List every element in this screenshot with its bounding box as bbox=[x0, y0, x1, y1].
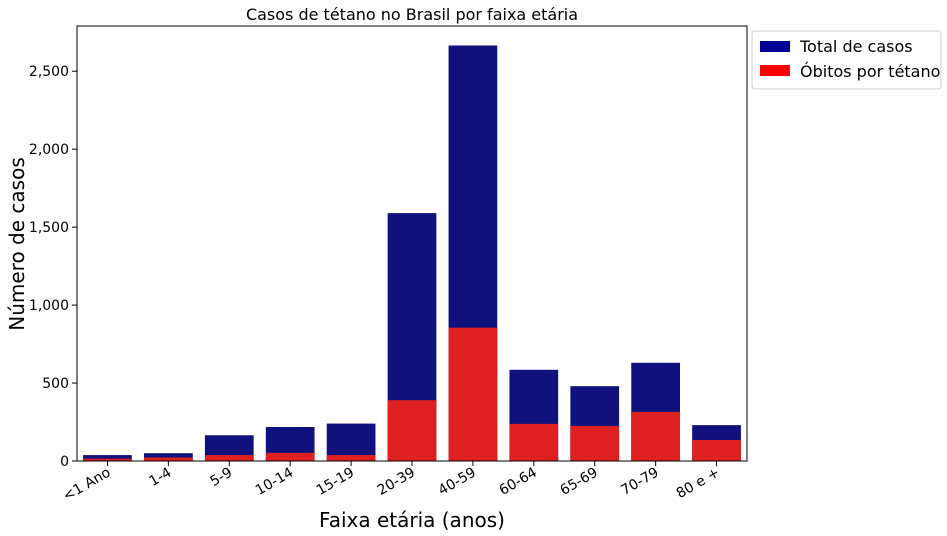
y-tick-label-0: 0 bbox=[60, 454, 69, 470]
bar-deaths-5 bbox=[387, 400, 437, 461]
x-tick-label-8: 65-69 bbox=[557, 465, 600, 499]
x-tick-label-5: 20-39 bbox=[375, 465, 418, 499]
chart-title: Casos de tétano no Brasil por faixa etár… bbox=[246, 5, 578, 24]
bar-deaths-10 bbox=[692, 439, 741, 461]
x-tick-label-10: 80 e + bbox=[674, 465, 723, 502]
y-tick-label-4: 2,000 bbox=[29, 142, 69, 158]
bar-deaths-7 bbox=[509, 423, 559, 461]
x-tick-label-6: 40-59 bbox=[436, 465, 479, 499]
x-tick-label-0: <1 Ano bbox=[60, 465, 113, 505]
bar-deaths-9 bbox=[631, 411, 680, 461]
x-tick-label-2: 5-9 bbox=[207, 465, 235, 490]
bar-deaths-6 bbox=[448, 327, 498, 461]
bar-deaths-1 bbox=[144, 457, 193, 461]
legend-label-total: Total de casos bbox=[799, 37, 913, 56]
x-axis: <1 Ano 1-4 5-9 10-14 15-19 20-39 40-59 60-64 65-… bbox=[60, 461, 723, 505]
plot-frame bbox=[76, 25, 748, 462]
x-tick-label-1: 1-4 bbox=[147, 465, 175, 490]
y-axis-title: Número de casos bbox=[5, 157, 29, 331]
bar-total-0 bbox=[83, 455, 132, 461]
x-axis-title: Faixa etária (anos) bbox=[319, 508, 505, 532]
x-tick-label-4: 15-19 bbox=[314, 465, 357, 499]
bar-deaths-8 bbox=[570, 425, 620, 461]
bar-deaths-4 bbox=[326, 455, 376, 461]
y-tick-label-2: 1,000 bbox=[29, 298, 69, 314]
legend: Total de casos Óbitos por tétano bbox=[751, 30, 942, 90]
y-tick-label-1: 500 bbox=[42, 376, 69, 392]
x-tick-label-3: 10-14 bbox=[253, 465, 296, 499]
legend-swatch-deaths bbox=[760, 65, 790, 76]
bars-layer bbox=[83, 45, 741, 462]
legend-swatch-total bbox=[760, 41, 790, 52]
legend-frame bbox=[751, 30, 942, 90]
y-axis: 0 500 1,000 1,500 2,000 2,500 bbox=[29, 64, 77, 470]
bar-deaths-2 bbox=[204, 455, 254, 461]
y-tick-label-5: 2,500 bbox=[29, 64, 69, 80]
bar-deaths-0 bbox=[83, 458, 132, 461]
bar-total-4 bbox=[326, 423, 376, 461]
y-tick-label-3: 1,500 bbox=[29, 220, 69, 236]
x-tick-label-7: 60-64 bbox=[497, 465, 540, 499]
legend-label-deaths: Óbitos por tétano bbox=[800, 62, 940, 81]
bar-deaths-3 bbox=[265, 452, 315, 461]
bar-total-1 bbox=[144, 453, 193, 461]
x-tick-label-9: 70-79 bbox=[618, 465, 661, 499]
